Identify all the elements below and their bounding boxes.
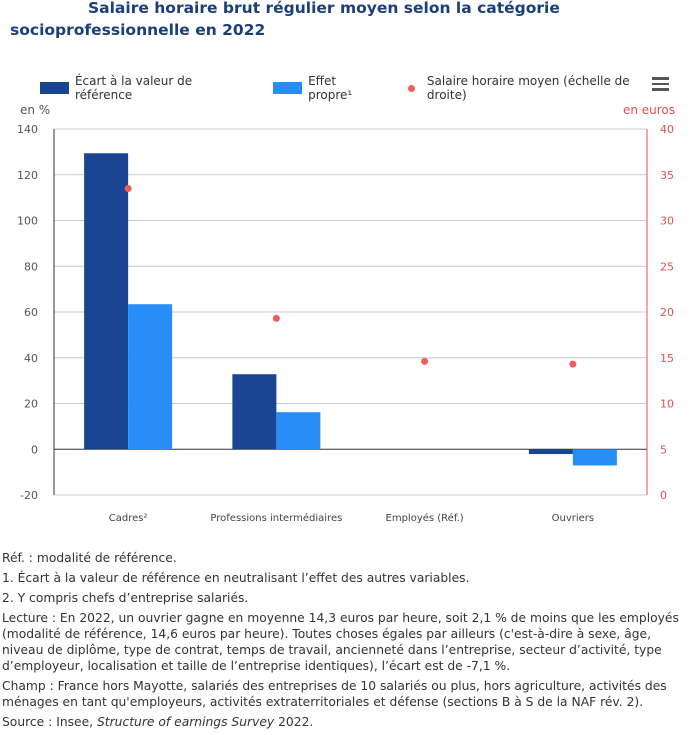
y-tick-label: 0	[31, 443, 38, 456]
chart-title: Salaire horaire brut régulier moyen selo…	[10, 0, 560, 39]
legend-label: Salaire horaire moyen (échelle de droite…	[426, 74, 630, 102]
source-suffix: 2022.	[274, 715, 314, 729]
y2-tick-label: 0	[660, 489, 667, 502]
hamburger-menu-icon[interactable]	[652, 77, 669, 94]
x-tick-label: Employés (Réf.)	[386, 512, 464, 524]
bar-ecart	[528, 449, 573, 455]
y2-tick-label: 10	[660, 398, 674, 411]
note-lecture: Lecture : En 2022, un ouvrier gagne en m…	[2, 611, 679, 673]
salaire-point	[272, 314, 280, 322]
bar-effet	[128, 304, 173, 450]
note: Réf. : modalité de référence.	[2, 551, 177, 565]
legend-item-effet[interactable]: Effet propre¹	[273, 74, 384, 102]
source: Source : Insee, Structure of earnings Su…	[2, 714, 692, 730]
y-tick-label: 140	[17, 123, 38, 136]
legend: Écart à la valeur de référence Effet pro…	[40, 74, 693, 102]
y-tick-label: 100	[17, 215, 38, 228]
salaire-point	[124, 184, 132, 192]
salaire-point	[421, 357, 429, 365]
y2-tick-label: 20	[660, 306, 674, 319]
y-tick-label: 80	[24, 260, 38, 273]
bar-ecart	[84, 153, 129, 450]
y2-tick-label: 30	[660, 215, 674, 228]
x-tick-label: Professions intermédiaires	[210, 512, 342, 524]
bar-effet	[276, 412, 321, 450]
legend-swatch	[273, 82, 303, 94]
bar-effet	[572, 449, 617, 466]
legend-label: Écart à la valeur de référence	[74, 74, 193, 102]
bar-ecart	[232, 374, 277, 450]
legend-swatch	[40, 82, 69, 94]
legend-item-ecart[interactable]: Écart à la valeur de référence	[40, 74, 253, 102]
y-tick-label: -20	[20, 489, 38, 502]
y2-tick-label: 35	[660, 169, 674, 182]
source-title: Structure of earnings Survey	[96, 715, 275, 729]
salaire-point	[569, 360, 577, 368]
note-champ: Champ : France hors Mayotte, salariés de…	[2, 679, 667, 709]
y-tick-label: 120	[17, 169, 38, 182]
legend-item-salaire[interactable]: Salaire horaire moyen (échelle de droite…	[404, 74, 673, 102]
x-tick-label: Cadres²	[109, 513, 148, 524]
y2-axis-title: en euros	[623, 103, 675, 117]
legend-marker	[407, 84, 415, 92]
y-tick-label: 20	[24, 398, 38, 411]
y2-tick-label: 40	[660, 123, 674, 136]
chart: en % en euros -20 0 20 40 60 80 100 120 140 0 5 10 1…	[17, 103, 675, 524]
source-prefix: Source : Insee,	[2, 715, 97, 729]
note: 2. Y compris chefs d’entreprise salariés…	[2, 591, 249, 605]
y-tick-label: 60	[24, 306, 38, 319]
notes: Réf. : modalité de référence. 1. Écart à…	[2, 550, 692, 734]
legend-label: Effet propre¹	[308, 74, 353, 102]
x-tick-label: Ouvriers	[552, 513, 595, 524]
note: 1. Écart à la valeur de référence en neu…	[2, 571, 470, 585]
y-tick-label: 40	[24, 352, 38, 365]
y2-tick-label: 25	[660, 260, 674, 273]
y2-tick-label: 5	[660, 443, 667, 456]
y2-tick-label: 15	[660, 352, 674, 365]
y-axis-title: en %	[20, 103, 50, 117]
